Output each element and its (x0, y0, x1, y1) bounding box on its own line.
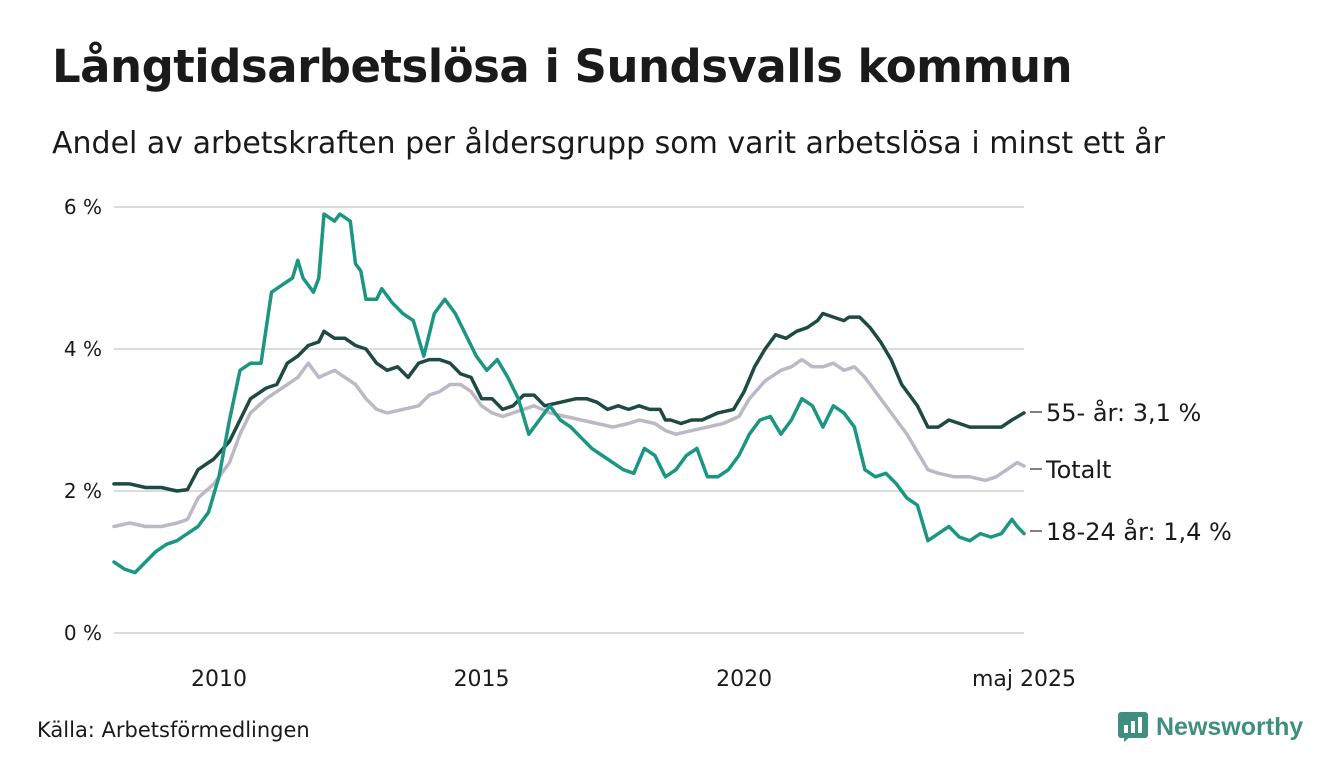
end-labels: 55- år: 3,1 % Totalt 18-24 år: 1,4 % (1030, 398, 1232, 546)
y-tick-label: 0 % (64, 621, 102, 645)
series-end-label: 18-24 år: 1,4 % (1046, 517, 1232, 546)
series-line (112, 212, 1026, 575)
x-tick-label: 2020 (716, 667, 772, 692)
y-tick-label: 4 % (64, 337, 102, 361)
y-axis-ticks: 0 % 2 % 4 % 6 % (64, 195, 102, 645)
x-tick-label: 2015 (454, 667, 510, 692)
x-axis-ticks: 2010 2015 2020 maj 2025 (191, 667, 1076, 692)
source-note: Källa: Arbetsförmedlingen (37, 718, 310, 742)
series-line (112, 357, 1026, 529)
y-tick-label: 6 % (64, 195, 102, 219)
x-tick-label: 2010 (191, 667, 247, 692)
newsworthy-logo-icon (1118, 712, 1148, 742)
brand-name: Newsworthy (1156, 712, 1304, 741)
chart-title: Långtidsarbetslösa i Sundsvalls kommun (52, 40, 1073, 93)
brand-logo: Newsworthy (1118, 712, 1303, 742)
series-line (112, 311, 1026, 493)
series-end-label: 55- år: 3,1 % (1046, 398, 1201, 427)
x-tick-label: maj 2025 (972, 667, 1076, 692)
series-lines (112, 212, 1026, 575)
series-end-label: Totalt (1045, 456, 1111, 484)
gridlines (114, 206, 1024, 634)
y-tick-label: 2 % (64, 479, 102, 503)
chart-subtitle: Andel av arbetskraften per åldersgrupp s… (52, 126, 1165, 161)
